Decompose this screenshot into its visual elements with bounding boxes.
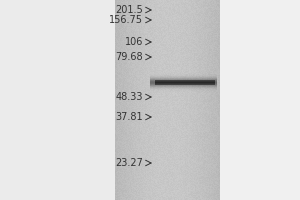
Text: 156.75: 156.75 bbox=[109, 15, 143, 25]
Text: 48.33: 48.33 bbox=[116, 92, 143, 102]
Text: 79.68: 79.68 bbox=[116, 52, 143, 62]
Text: 37.81: 37.81 bbox=[116, 112, 143, 122]
Text: 23.27: 23.27 bbox=[115, 158, 143, 168]
Text: 201.5: 201.5 bbox=[115, 5, 143, 15]
Text: 106: 106 bbox=[124, 37, 143, 47]
